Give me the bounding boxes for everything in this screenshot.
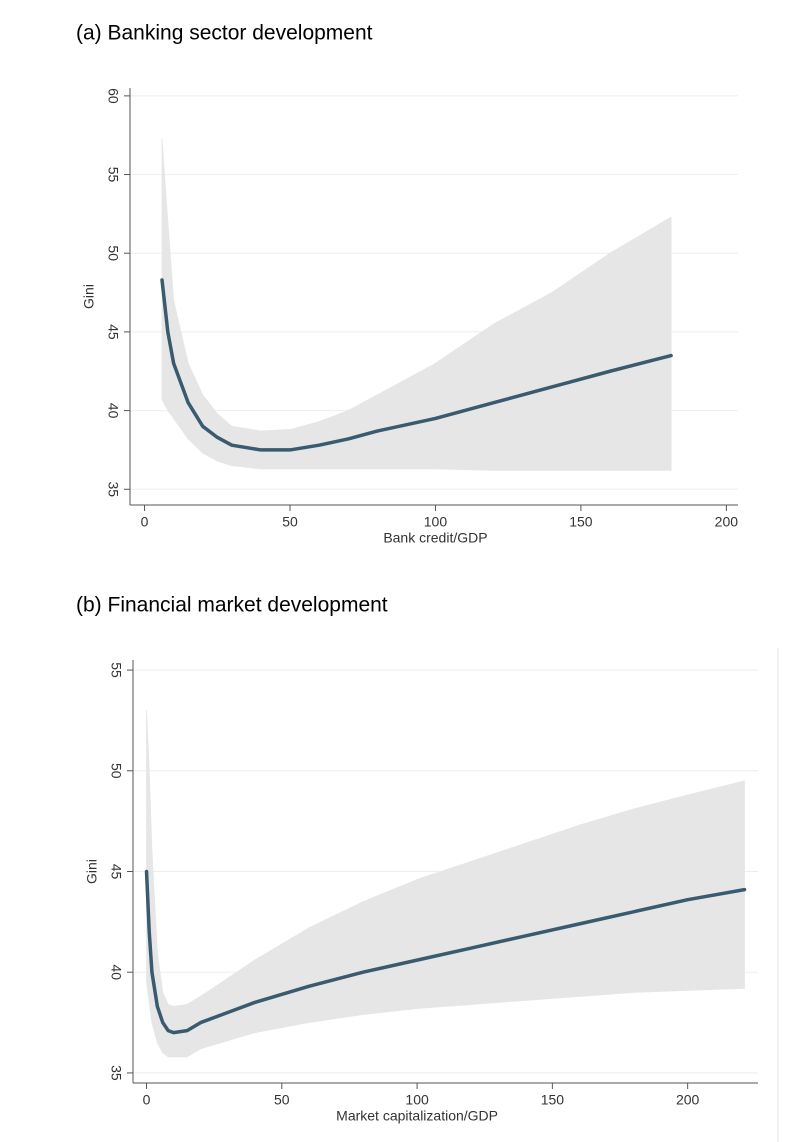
- x-tick-label: 50: [274, 1092, 290, 1108]
- x-tick-label: 200: [715, 514, 739, 530]
- confidence-band: [633, 794, 689, 993]
- y-tick-label: 45: [105, 324, 121, 340]
- x-axis-title: Market capitalization/GDP: [336, 1108, 498, 1124]
- x-tick-label: 100: [405, 1092, 429, 1108]
- y-tick-label: 50: [108, 763, 124, 779]
- confidence-band: [609, 216, 672, 471]
- x-axis-title: Bank credit/GDP: [383, 530, 487, 546]
- y-tick-label: 55: [108, 662, 124, 678]
- confidence-band: [308, 901, 364, 1024]
- y-tick-label: 35: [108, 1065, 124, 1081]
- y-tick-label: 40: [105, 403, 121, 419]
- chart-title: (a) Banking sector development: [76, 22, 373, 45]
- y-axis-title: Gini: [84, 859, 100, 884]
- y-tick-label: 55: [105, 167, 121, 183]
- x-tick-label: 50: [282, 514, 298, 530]
- confidence-band: [167, 221, 175, 420]
- y-tick-label: 60: [105, 88, 121, 104]
- confidence-band: [524, 824, 580, 1001]
- x-tick-label: 0: [141, 514, 149, 530]
- y-tick-label: 35: [105, 481, 121, 497]
- y-tick-label: 45: [108, 864, 124, 880]
- confidence-band: [146, 710, 150, 1003]
- fitted-line: [144, 869, 747, 1035]
- confidence-band: [376, 362, 436, 470]
- confidence-band: [551, 252, 611, 471]
- y-tick-label: 50: [105, 245, 121, 261]
- confidence-band: [435, 323, 495, 471]
- y-axis-title: Gini: [81, 284, 97, 309]
- confidence-band: [687, 780, 745, 991]
- y-tick-label: 40: [108, 964, 124, 980]
- x-tick-label: 150: [569, 514, 593, 530]
- confidence-band: [579, 808, 634, 997]
- confidence-band: [362, 878, 418, 1015]
- chart-title: (b) Financial market development: [76, 594, 388, 617]
- confidence-band: [493, 291, 553, 471]
- x-tick-label: 100: [424, 514, 448, 530]
- confidence-band: [151, 851, 158, 1043]
- x-tick-label: 200: [676, 1092, 700, 1108]
- x-tick-label: 150: [541, 1092, 565, 1108]
- x-tick-label: 0: [143, 1092, 151, 1108]
- confidence-band: [254, 927, 310, 1034]
- fitted-line: [160, 278, 673, 452]
- confidence-band: [148, 770, 153, 1023]
- confidence-band: [416, 860, 472, 1009]
- confidence-band: [161, 138, 169, 411]
- confidence-band: [470, 842, 526, 1005]
